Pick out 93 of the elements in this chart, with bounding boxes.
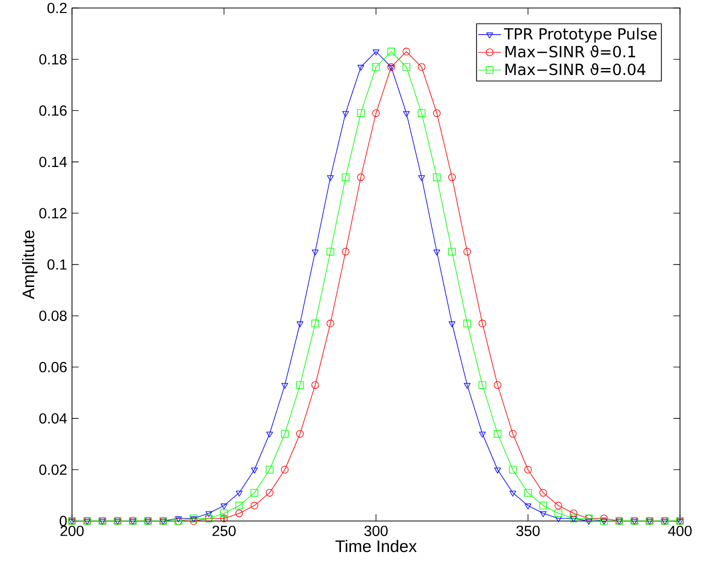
point <box>478 381 486 389</box>
point <box>554 509 562 518</box>
point <box>250 502 258 510</box>
point <box>464 382 471 389</box>
y-tick-label: 0.14 <box>39 156 67 168</box>
point <box>554 502 562 510</box>
y-tick-label: 0.04 <box>39 413 67 424</box>
point <box>463 248 471 256</box>
point <box>403 111 410 117</box>
point <box>281 466 289 474</box>
point <box>281 382 288 389</box>
point <box>205 511 212 518</box>
point <box>372 50 380 56</box>
point <box>296 381 304 389</box>
point <box>357 64 364 71</box>
x-tick-label: 250 <box>212 526 236 536</box>
point <box>448 321 456 328</box>
point <box>311 320 320 328</box>
point <box>175 516 182 522</box>
point <box>539 502 548 510</box>
y-tick-label: 0.18 <box>39 54 67 64</box>
point <box>326 320 334 328</box>
point <box>311 381 320 389</box>
point <box>372 63 380 71</box>
y-tick-label: 0.2 <box>47 2 67 14</box>
point <box>326 248 334 256</box>
point <box>342 111 349 117</box>
point <box>433 109 441 117</box>
point <box>418 109 426 117</box>
point <box>524 466 532 474</box>
point <box>524 488 532 497</box>
point <box>479 432 486 438</box>
point <box>433 250 440 256</box>
point <box>463 320 471 328</box>
y-tick-label: 0.12 <box>39 208 67 218</box>
point <box>266 466 274 474</box>
legend-label: TPR Prototype Pulse <box>504 28 657 43</box>
legend-label: Max−SINR ϑ=0.1 <box>506 45 636 58</box>
point <box>509 430 517 438</box>
point <box>524 504 532 510</box>
point <box>585 518 592 525</box>
point <box>236 490 243 497</box>
point <box>402 63 410 71</box>
point <box>387 48 396 56</box>
point <box>357 173 365 182</box>
point <box>235 509 244 518</box>
point <box>220 514 228 522</box>
point <box>539 488 548 497</box>
point <box>509 490 516 497</box>
point <box>494 381 502 389</box>
point <box>478 320 486 328</box>
point <box>251 468 258 474</box>
point <box>266 488 274 497</box>
point <box>266 432 273 438</box>
point <box>342 248 350 256</box>
point <box>220 509 228 518</box>
point <box>494 430 502 438</box>
point <box>494 468 501 474</box>
x-axis-title: Time Index <box>335 540 417 552</box>
point <box>250 488 258 497</box>
x-tick-label: 400 <box>668 526 692 536</box>
point <box>312 250 319 256</box>
point <box>418 63 426 71</box>
point <box>509 466 517 474</box>
y-tick-label: 0.1 <box>47 259 67 270</box>
point <box>357 109 365 117</box>
point <box>448 248 456 256</box>
point <box>448 173 456 182</box>
point <box>372 109 380 117</box>
point <box>235 502 244 510</box>
point <box>342 173 350 182</box>
point <box>418 175 425 182</box>
point <box>296 430 304 438</box>
point <box>281 430 289 438</box>
y-tick-label: 0.02 <box>39 464 67 475</box>
y-tick-label: 0.08 <box>39 310 67 321</box>
point <box>190 517 198 525</box>
legend-label: Max−SINR ϑ=0.04 <box>506 63 646 76</box>
point <box>433 173 441 182</box>
x-tick-label: 200 <box>60 526 84 536</box>
point <box>327 175 334 182</box>
y-axis-title: Amplitute <box>22 230 38 300</box>
x-tick-label: 350 <box>516 526 540 536</box>
y-tick-label: 0.16 <box>39 105 67 116</box>
y-tick-label: 0.06 <box>39 362 67 372</box>
point <box>402 48 410 56</box>
y-tick-label: 0 <box>60 516 67 526</box>
point <box>296 321 304 328</box>
point <box>540 511 547 518</box>
point <box>555 516 562 522</box>
point <box>220 504 228 510</box>
point <box>570 509 578 518</box>
x-tick-label: 300 <box>364 526 388 536</box>
